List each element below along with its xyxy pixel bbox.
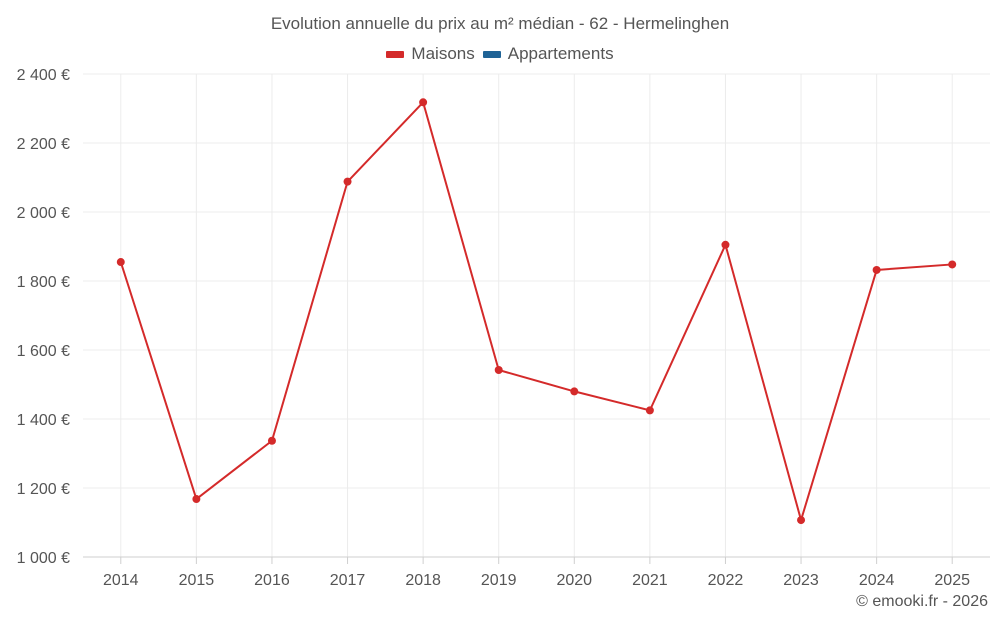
- y-tick-label: 1 000 €: [17, 550, 70, 567]
- data-point: [116, 258, 125, 267]
- x-tick-label: 2017: [330, 572, 366, 589]
- x-tick-label: 2016: [254, 572, 290, 589]
- x-tick-label: 2020: [556, 572, 592, 589]
- x-tick-label: 2022: [708, 572, 744, 589]
- credit-text: © emooki.fr - 2026: [856, 593, 988, 610]
- data-point: [645, 406, 654, 415]
- legend-swatch-appartements: [482, 50, 501, 58]
- x-tick-label: 2021: [632, 572, 668, 589]
- legend-label-maisons: Maisons: [411, 44, 475, 63]
- data-point: [721, 240, 730, 249]
- x-tick-label: 2025: [934, 572, 970, 589]
- data-point: [872, 265, 881, 274]
- data-point: [192, 495, 201, 504]
- data-point: [494, 366, 503, 375]
- legend-item-maisons[interactable]: Maisons: [386, 44, 475, 64]
- data-point: [948, 260, 957, 269]
- y-tick-label: 1 600 €: [17, 343, 70, 360]
- data-point: [570, 387, 579, 396]
- x-tick-label: 2024: [859, 572, 895, 589]
- chart-legend: Maisons Appartements: [0, 44, 1000, 64]
- x-tick-label: 2014: [103, 572, 139, 589]
- y-tick-label: 1 400 €: [17, 412, 70, 429]
- data-point: [343, 177, 352, 186]
- y-tick-label: 2 200 €: [17, 136, 70, 153]
- x-tick-label: 2015: [179, 572, 215, 589]
- legend-label-appartements: Appartements: [507, 44, 614, 63]
- data-point: [797, 516, 806, 525]
- x-tick-label: 2019: [481, 572, 517, 589]
- chart-title: Evolution annuelle du prix au m² médian …: [270, 14, 730, 33]
- x-tick-label: 2018: [405, 572, 441, 589]
- legend-swatch-maisons: [386, 50, 405, 58]
- x-tick-label: 2023: [783, 572, 819, 589]
- y-tick-label: 1 800 €: [17, 274, 70, 291]
- y-tick-label: 1 200 €: [17, 481, 70, 498]
- legend-item-appartements[interactable]: Appartements: [482, 44, 614, 64]
- y-tick-label: 2 000 €: [17, 205, 70, 222]
- data-point: [419, 98, 428, 107]
- y-tick-label: 2 400 €: [17, 67, 70, 84]
- series-line-maisons: [119, 101, 953, 522]
- data-point: [267, 436, 276, 445]
